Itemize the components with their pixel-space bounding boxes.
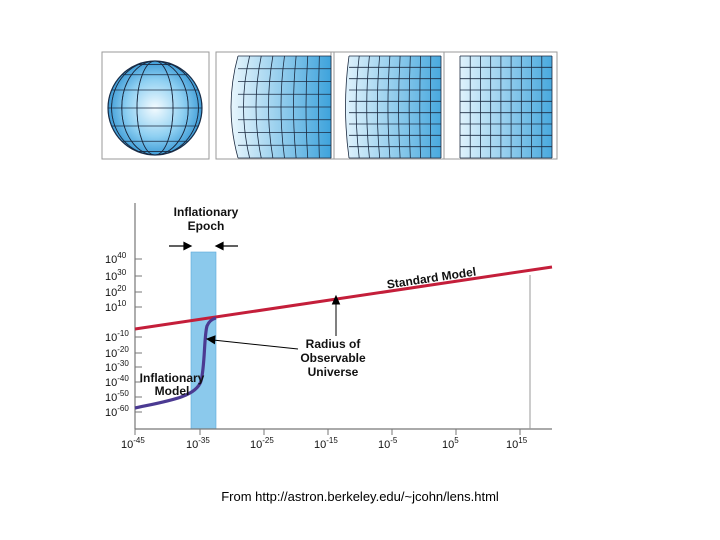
y-tick-label: 10-40: [105, 374, 129, 389]
panel-1-frame: [101, 51, 210, 160]
source-caption: From http://astron.berkeley.edu/~jcohn/l…: [221, 489, 499, 504]
y-tick-label: 10-50: [105, 389, 129, 404]
x-tick-label: 105: [442, 436, 459, 451]
inflation-chart: Inflationary Epoch Standard Model Radius…: [105, 203, 553, 451]
panel-2-frame: [215, 51, 335, 160]
standard-model-line: [134, 265, 553, 331]
y-tick-label: 1020: [105, 284, 127, 299]
globe-sphere: [107, 60, 203, 156]
y-tick-label: 1010: [105, 299, 127, 314]
epoch-label-line2: Epoch: [188, 219, 225, 233]
y-tick-label: 10-20: [105, 345, 129, 360]
standard-model-label: Standard Model: [386, 265, 477, 292]
x-tick-label: 10-5: [378, 436, 398, 451]
y-tick-label: 10-60: [105, 404, 129, 419]
flatter-patch: [345, 55, 442, 159]
inflationary-model-curve: [134, 316, 217, 410]
panel-4-frame: [443, 51, 558, 160]
flat-patch: [459, 55, 553, 159]
x-tick-label: 10-45: [121, 436, 145, 451]
inflationary-model-label-line1: Inflationary: [140, 371, 205, 385]
y-tick-label: 10-10: [105, 329, 129, 344]
expansion-panels: [101, 51, 558, 160]
radius-label-line3: Universe: [308, 365, 359, 379]
epoch-label-line1: Inflationary: [174, 205, 239, 219]
radius-arrow: [205, 335, 299, 350]
standard-model-arrow: [331, 294, 341, 336]
inflationary-model-label-line2: Model: [155, 384, 190, 398]
x-tick-label: 10-25: [250, 436, 274, 451]
x-tick-label: 10-15: [314, 436, 338, 451]
x-tick-label: 10-35: [186, 436, 210, 451]
y-tick-label: 1030: [105, 268, 127, 283]
y-tick-label: 10-30: [105, 359, 129, 374]
epoch-width-arrows: [169, 241, 238, 251]
x-tick-label: 1015: [506, 436, 528, 451]
radius-label-line1: Radius of: [306, 337, 362, 351]
curved-patch: [230, 55, 332, 159]
radius-label-line2: Observable: [300, 351, 366, 365]
y-tick-label: 1040: [105, 251, 127, 266]
